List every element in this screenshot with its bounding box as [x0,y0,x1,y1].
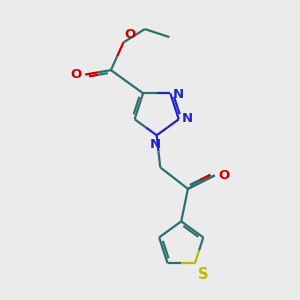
Text: N: N [150,138,161,152]
Text: O: O [218,169,230,182]
Text: N: N [182,112,193,125]
Text: S: S [197,267,208,282]
Text: O: O [71,68,82,81]
Text: N: N [172,88,184,101]
Text: O: O [125,28,136,41]
